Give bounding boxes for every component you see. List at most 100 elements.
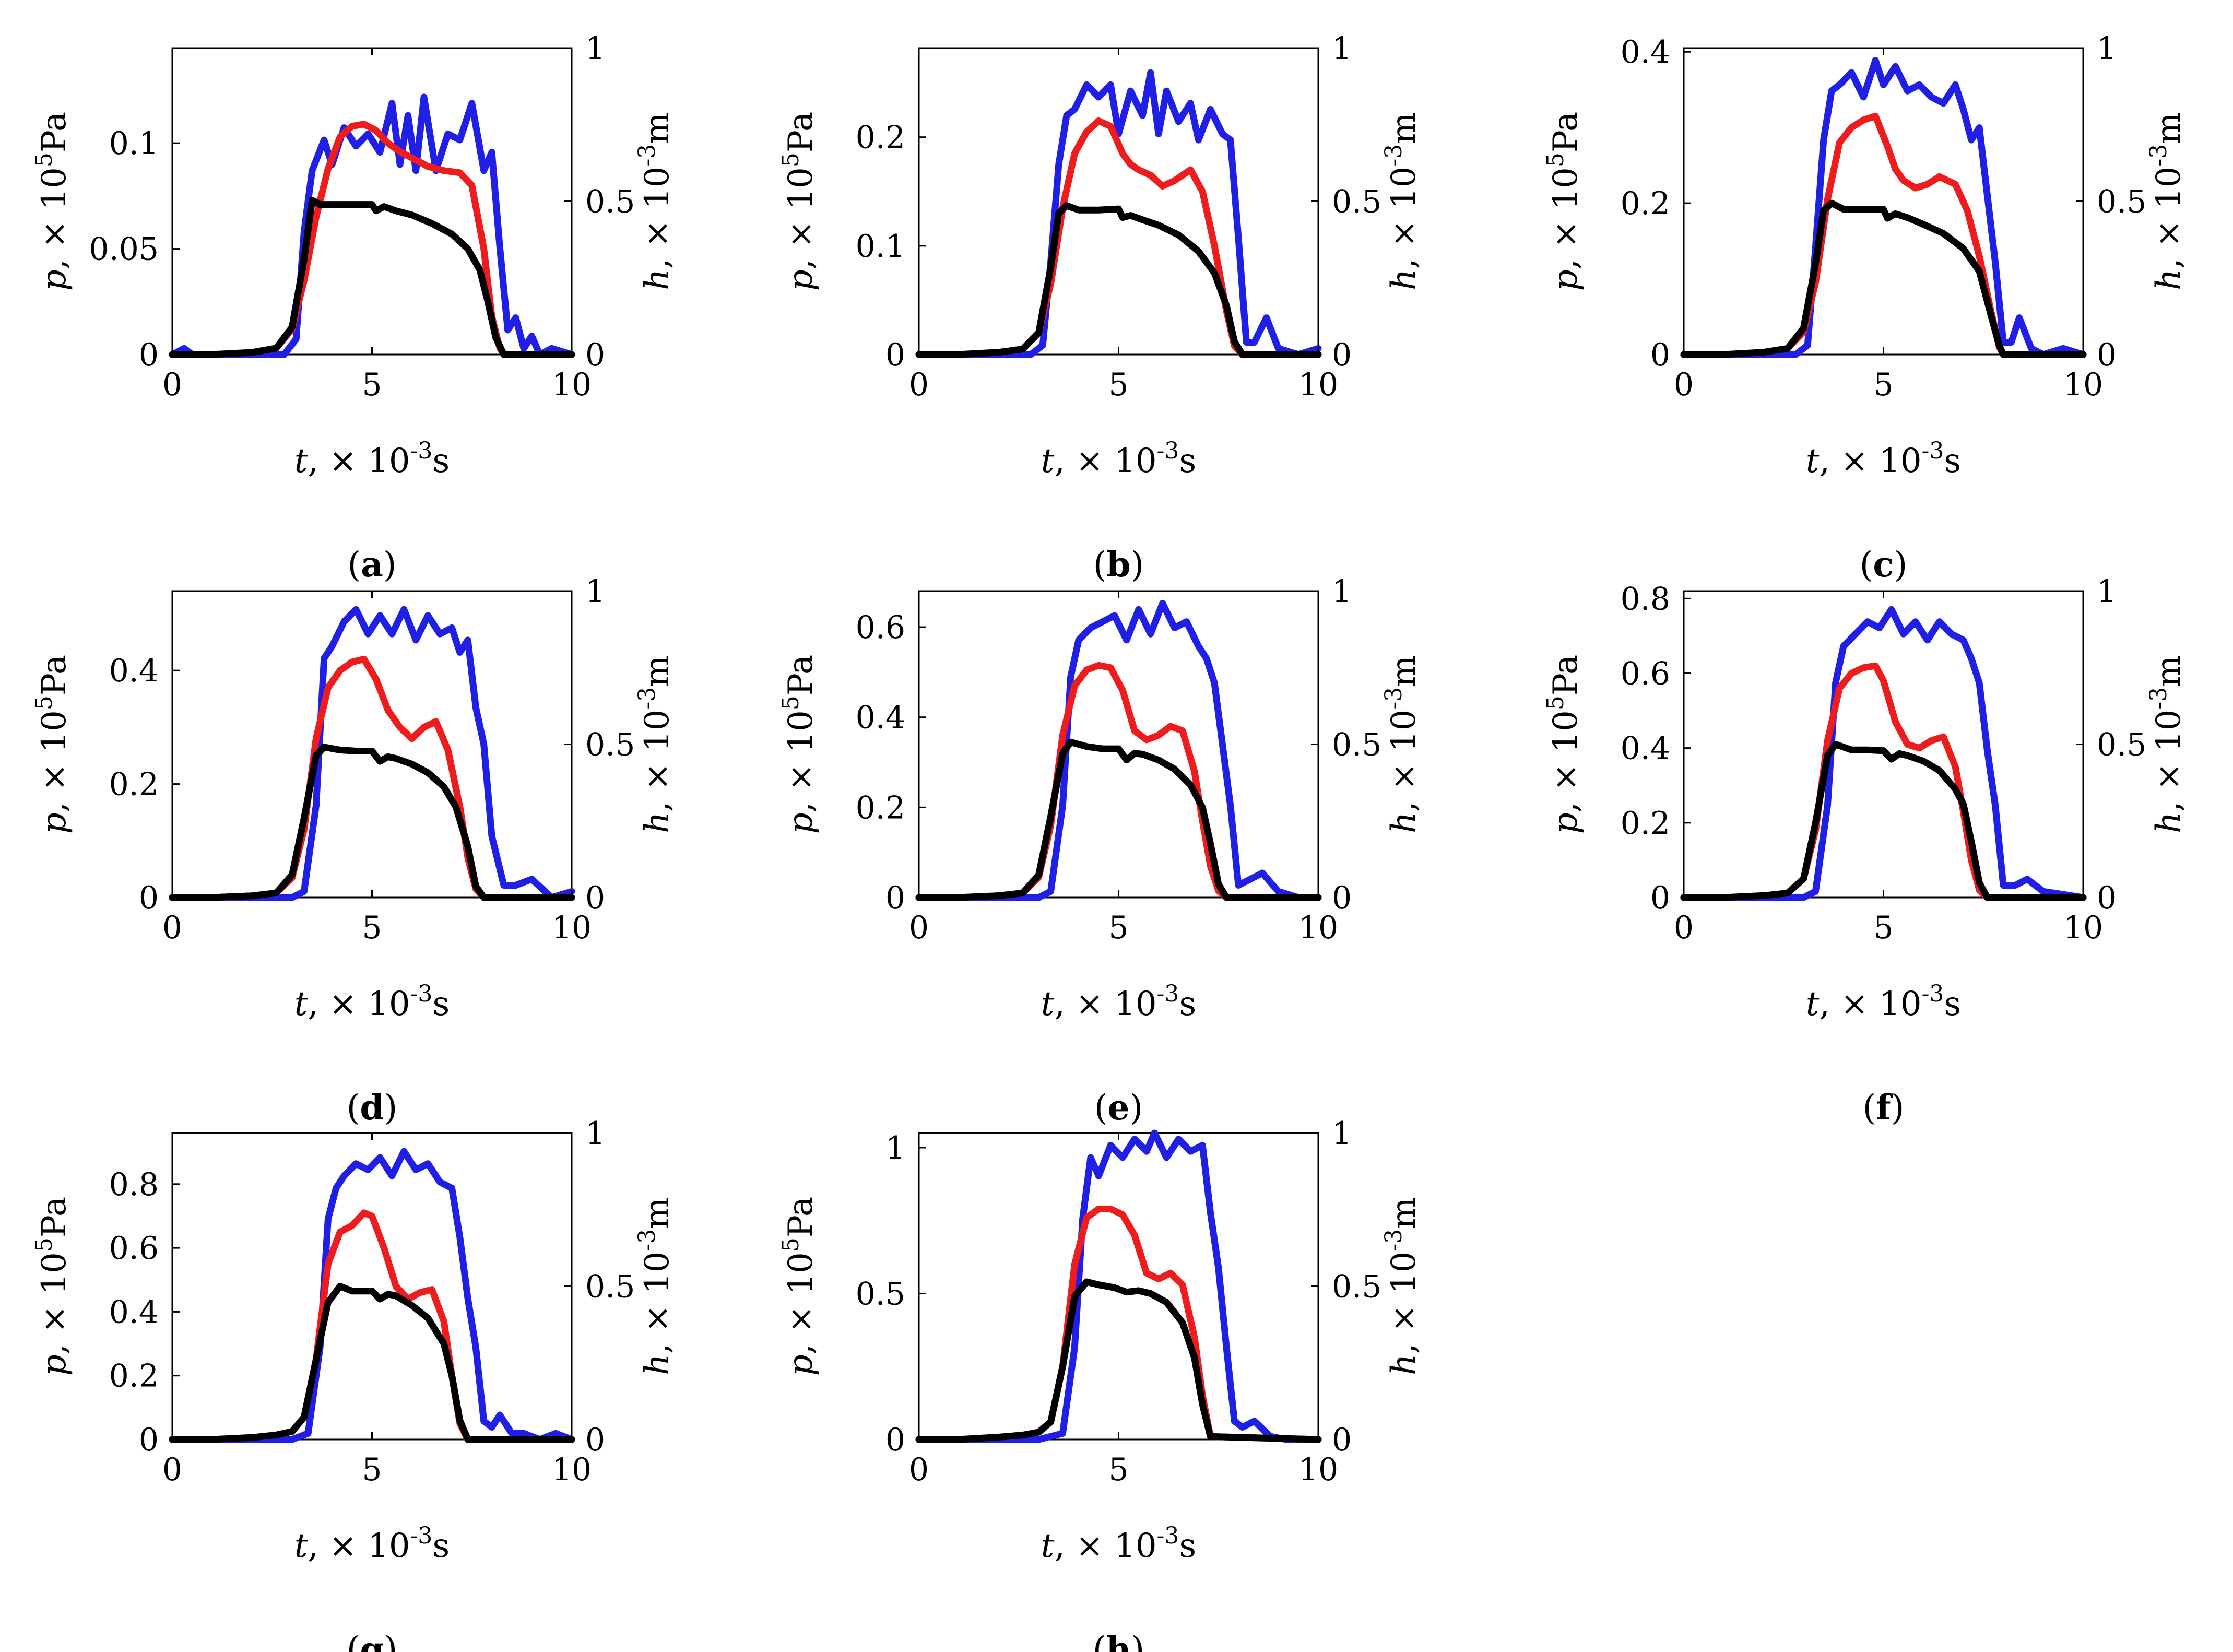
axis-symbol: p bbox=[1546, 812, 1585, 834]
caption-close: ) bbox=[1131, 1630, 1145, 1652]
caption-letter: a bbox=[361, 544, 383, 585]
axis-unit: m bbox=[638, 1197, 677, 1229]
y-tick-label: 0.6 bbox=[856, 609, 905, 646]
panel-caption: (f) bbox=[1863, 1087, 1905, 1128]
x-tick-label: 10 bbox=[552, 367, 592, 403]
y2-tick-label: 0 bbox=[2097, 880, 2117, 916]
plot-frame bbox=[171, 1132, 573, 1441]
axis-unit-prefix: , × 10 bbox=[1385, 1252, 1423, 1354]
x-tick-label: 5 bbox=[1108, 1452, 1128, 1488]
axis-symbol: h bbox=[2149, 812, 2188, 833]
y2-tick-label: 0.5 bbox=[2097, 727, 2146, 763]
axis-exponent: -3 bbox=[1157, 438, 1179, 464]
y-tick-label: 0.8 bbox=[1621, 581, 1670, 617]
axis-unit: s bbox=[1944, 442, 1961, 480]
axis-unit: m bbox=[2149, 655, 2188, 687]
figure-y_right-label: h, × 10-3m bbox=[634, 112, 677, 290]
axis-symbol: h bbox=[638, 1354, 677, 1375]
series-line-blue bbox=[169, 93, 575, 358]
axis-exponent: 5 bbox=[1542, 695, 1569, 710]
axis-unit: Pa bbox=[782, 1197, 820, 1237]
figure-x_axis-label: t, × 10-3s bbox=[294, 438, 450, 480]
axis-exponent: -3 bbox=[410, 1523, 433, 1549]
y2-tick-label: 1 bbox=[585, 573, 605, 610]
y2-tick-label: 0.5 bbox=[585, 727, 635, 763]
axis-unit: Pa bbox=[1546, 112, 1585, 152]
caption-close: ) bbox=[383, 545, 397, 585]
y2-tick-label: 0.5 bbox=[2097, 184, 2146, 220]
series-line-blue bbox=[915, 600, 1322, 901]
axis-exponent: 5 bbox=[31, 1237, 57, 1252]
y-tick-label: 0.4 bbox=[1621, 34, 1670, 70]
axis-unit-prefix: , × 10 bbox=[1054, 1527, 1156, 1565]
caption-open: ( bbox=[347, 1630, 360, 1652]
axis-unit-prefix: , × 10 bbox=[1054, 985, 1156, 1023]
panel-caption: (c) bbox=[1860, 544, 1908, 585]
axis-unit: s bbox=[432, 1527, 450, 1565]
caption-letter: c bbox=[1873, 544, 1894, 585]
x-tick-label: 5 bbox=[1873, 910, 1893, 946]
panel-caption: (d) bbox=[347, 1087, 398, 1128]
x-tick-label: 0 bbox=[162, 1452, 182, 1488]
figure-y_left-label: p, × 105Pa bbox=[1542, 112, 1585, 291]
axis-symbol: h bbox=[638, 269, 677, 290]
panel-caption: (g) bbox=[347, 1629, 398, 1652]
x-tick-label: 5 bbox=[362, 367, 382, 403]
y-tick-label: 0 bbox=[1650, 880, 1670, 916]
axis-exponent: -3 bbox=[2145, 687, 2172, 710]
axis-unit: m bbox=[1385, 1197, 1423, 1229]
series-line-black bbox=[915, 202, 1322, 358]
x-tick-label: 0 bbox=[162, 910, 182, 946]
y-tick-label: 0.6 bbox=[109, 1230, 159, 1267]
figure-y_left-label: p, × 105Pa bbox=[31, 112, 74, 291]
y-tick-label: 0.2 bbox=[1621, 805, 1670, 842]
axis-unit: Pa bbox=[35, 655, 74, 695]
y2-tick-label: 0 bbox=[1332, 880, 1352, 916]
figure-x_axis-label: t, × 10-3s bbox=[1041, 1523, 1197, 1565]
axis-unit: Pa bbox=[782, 655, 820, 695]
axis-symbol: t bbox=[1041, 985, 1055, 1023]
axis-symbol: t bbox=[1806, 442, 1820, 480]
caption-letter: b bbox=[1106, 544, 1130, 585]
series-line-blue bbox=[915, 1129, 1322, 1443]
series-line-black bbox=[169, 197, 575, 358]
series-line-black bbox=[1680, 741, 2087, 901]
axis-unit-prefix: , × 10 bbox=[1385, 710, 1423, 812]
caption-close: ) bbox=[1130, 1088, 1143, 1128]
figure-x_axis-label: t, × 10-3s bbox=[1806, 438, 1962, 480]
y-tick-label: 0 bbox=[139, 337, 159, 373]
x-tick-label: 10 bbox=[1298, 1452, 1338, 1488]
axis-unit-prefix: , × 10 bbox=[1819, 985, 1921, 1023]
y-tick-label: 0.2 bbox=[856, 120, 905, 156]
panel-caption: (a) bbox=[347, 544, 396, 585]
y-tick-label: 0.6 bbox=[1621, 655, 1670, 692]
series-line-blue bbox=[169, 606, 575, 901]
caption-letter: g bbox=[360, 1629, 384, 1652]
series-line-black bbox=[169, 1283, 575, 1443]
y-tick-label: 0.4 bbox=[856, 700, 905, 736]
caption-close: ) bbox=[384, 1630, 398, 1652]
x-tick-label: 10 bbox=[552, 910, 592, 946]
axis-unit-prefix: , × 10 bbox=[1546, 167, 1585, 269]
axis-unit: m bbox=[638, 655, 677, 687]
axis-unit-prefix: , × 10 bbox=[35, 1252, 74, 1354]
figure-y_left-label: p, × 105Pa bbox=[31, 1197, 74, 1376]
y2-tick-label: 0 bbox=[585, 880, 605, 916]
caption-close: ) bbox=[1894, 545, 1908, 585]
plot-frame bbox=[1683, 47, 2084, 356]
axis-unit-prefix: , × 10 bbox=[2149, 710, 2188, 812]
axis-exponent: -3 bbox=[1380, 1229, 1407, 1252]
axis-unit: s bbox=[1179, 985, 1196, 1023]
figure-x_axis-label: t, × 10-3s bbox=[294, 1523, 450, 1565]
axis-exponent: -3 bbox=[1380, 687, 1407, 710]
axis-symbol: p bbox=[782, 269, 820, 291]
x-tick-label: 5 bbox=[362, 1452, 382, 1488]
axis-exponent: 5 bbox=[31, 695, 57, 710]
y-tick-label: 1 bbox=[885, 1130, 905, 1166]
axis-unit-prefix: , × 10 bbox=[782, 710, 820, 812]
